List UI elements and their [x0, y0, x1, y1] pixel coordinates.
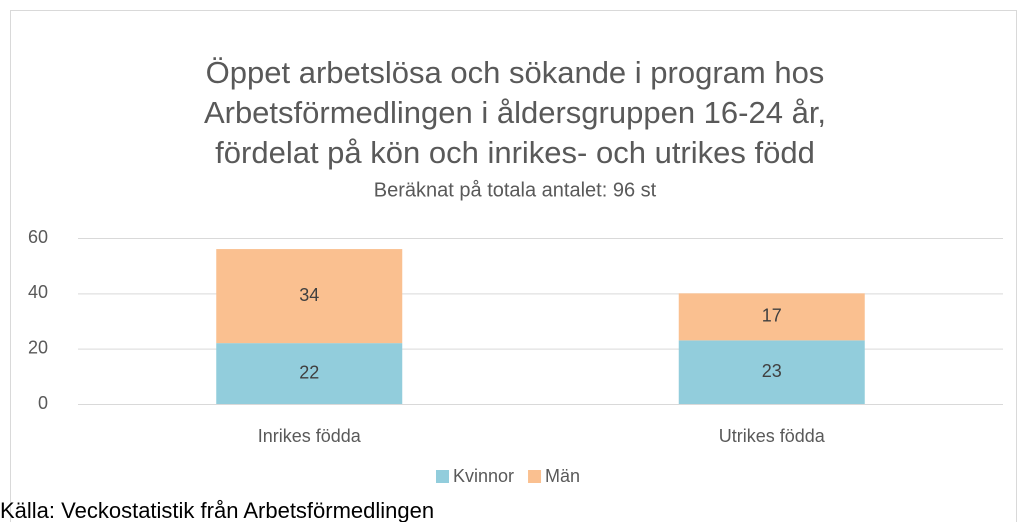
bar-segment	[678, 293, 865, 341]
bar-segment	[216, 249, 403, 344]
chart-subtitle: Beräknat på totala antalet: 96 st	[374, 179, 657, 201]
data-label: 23	[762, 361, 782, 381]
legend-label: Kvinnor	[453, 466, 514, 486]
y-tick-label: 40	[28, 282, 48, 302]
data-label: 34	[299, 285, 319, 305]
chart-title: Arbetsförmedlingen i åldersgruppen 16-24…	[204, 95, 826, 130]
legend-swatch	[528, 470, 542, 483]
bar-segment	[216, 343, 403, 404]
chart-border	[10, 10, 1017, 522]
bar-segment	[678, 340, 865, 404]
legend-label: Män	[545, 466, 580, 486]
y-tick-label: 20	[28, 337, 48, 357]
data-label: 22	[299, 362, 319, 382]
x-tick-label: Inrikes födda	[258, 426, 362, 446]
y-tick-label: 0	[38, 393, 48, 413]
source-note: Källa: Veckostatistik från Arbetsförmedl…	[0, 498, 434, 522]
chart-title: fördelat på kön och inrikes- och utrikes…	[215, 135, 815, 170]
data-label: 17	[762, 306, 782, 326]
legend-swatch	[436, 470, 449, 483]
y-tick-label: 60	[28, 227, 48, 247]
chart-title: Öppet arbetslösa och sökande i program h…	[206, 55, 825, 90]
x-tick-label: Utrikes födda	[719, 426, 826, 446]
